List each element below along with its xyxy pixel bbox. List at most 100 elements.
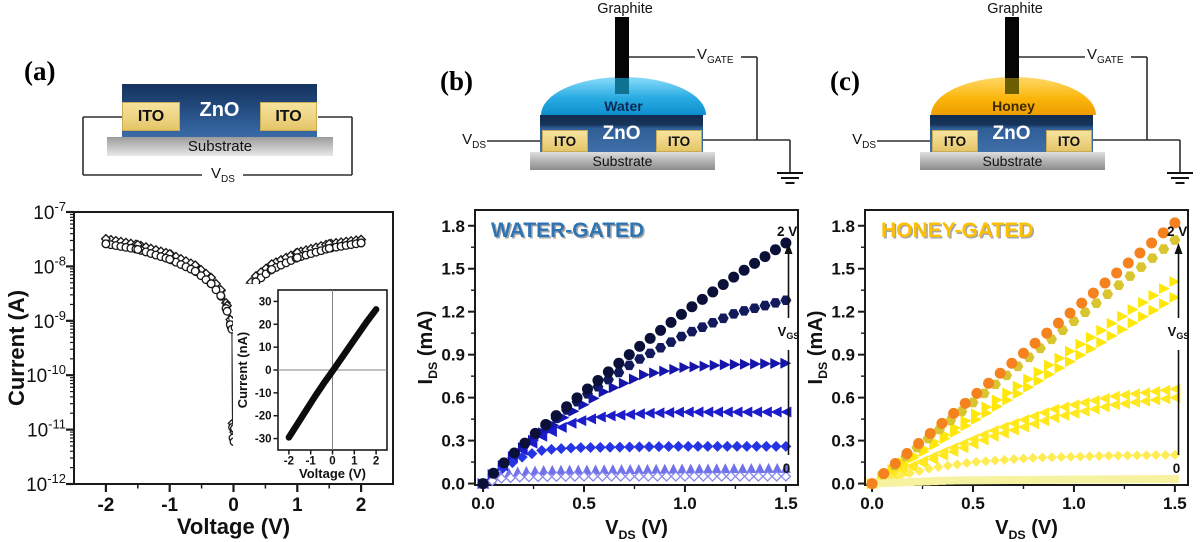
svg-text:1: 1 xyxy=(351,456,358,468)
svg-text:10: 10 xyxy=(259,342,272,354)
honey-label: Honey xyxy=(992,98,1035,114)
svg-text:HONEY-GATED: HONEY-GATED xyxy=(881,219,1033,242)
ito-electrode-left-c: ITO xyxy=(932,130,978,152)
graphite-electrode-b xyxy=(615,17,629,78)
ito-electrode-right-c: ITO xyxy=(1046,130,1092,152)
svg-text:1.0: 1.0 xyxy=(673,494,697,513)
svg-text:2 V: 2 V xyxy=(1167,224,1187,239)
substrate-a: Substrate xyxy=(107,137,333,156)
svg-text:0.5: 0.5 xyxy=(572,494,596,513)
svg-text:10-9: 10-9 xyxy=(33,308,66,333)
vds-label-a: VDS xyxy=(211,165,235,185)
svg-text:VDS (V): VDS (V) xyxy=(605,517,668,542)
graphite-tip-c xyxy=(1005,78,1019,94)
svg-text:0: 0 xyxy=(783,461,791,476)
svg-text:1.8: 1.8 xyxy=(831,217,855,236)
ito-electrode-left-b: ITO xyxy=(542,130,588,152)
svg-text:VGS: VGS xyxy=(778,324,800,341)
substrate-b: Substrate xyxy=(530,152,715,170)
svg-text:1.2: 1.2 xyxy=(441,303,465,322)
panel-b-label: (b) xyxy=(440,66,473,96)
honey-output-series-diamonds-low-vgs xyxy=(867,449,1180,489)
ito-electrode-left-a: ITO xyxy=(122,102,180,131)
honey-output-series-left-triangles-forward xyxy=(866,383,1181,490)
svg-text:30: 30 xyxy=(259,296,272,308)
svg-text:-1: -1 xyxy=(161,495,178,516)
svg-text:-1: -1 xyxy=(306,456,317,468)
svg-text:20: 20 xyxy=(259,319,272,331)
water-label: Water xyxy=(604,98,643,114)
graphite-label-b: Graphite xyxy=(597,1,653,17)
svg-text:10-7: 10-7 xyxy=(33,199,66,224)
svg-text:-20: -20 xyxy=(255,411,272,423)
svg-text:1.5: 1.5 xyxy=(831,260,855,279)
svg-text:VGS: VGS xyxy=(1168,324,1190,341)
honey-output-chart: 0.0 0.5 1.0 1.5 0.0 0.3 0.6 0.9 1.2 1.5 1.8 VDS (V)… xyxy=(805,209,1190,542)
svg-text:1.8: 1.8 xyxy=(441,217,465,236)
svg-text:0.9: 0.9 xyxy=(441,346,465,365)
svg-text:0.5: 0.5 xyxy=(961,494,985,513)
svg-text:Current (nA): Current (nA) xyxy=(235,332,250,409)
svg-text:1.5: 1.5 xyxy=(774,494,798,513)
svg-text:1.0: 1.0 xyxy=(1062,494,1086,513)
inset-series-iv-linear-band xyxy=(285,306,380,441)
svg-text:WATER-GATED: WATER-GATED xyxy=(493,221,646,244)
vds-label-b: VDS xyxy=(462,131,486,151)
svg-text:2: 2 xyxy=(356,495,367,516)
svg-text:-2: -2 xyxy=(97,495,114,516)
honey-output-series-squares-vgs-0V xyxy=(868,474,1179,488)
svg-text:2 V: 2 V xyxy=(777,224,797,239)
substrate-c: Substrate xyxy=(920,152,1105,170)
zno-label: ZnO xyxy=(199,99,240,121)
panel-c-label: (c) xyxy=(830,66,860,96)
ito-electrode-right-b: ITO xyxy=(656,130,702,152)
water-output-series-up-triangles-near-0V xyxy=(478,462,791,489)
device-iv-series-iv-sweep-open-circles xyxy=(101,238,366,447)
graphite-tip-b xyxy=(615,78,629,94)
svg-text:-30: -30 xyxy=(255,434,272,446)
svg-text:0.6: 0.6 xyxy=(831,389,855,408)
svg-text:1: 1 xyxy=(292,495,303,516)
ground-icon xyxy=(1167,172,1193,184)
ito-electrode-right-a: ITO xyxy=(260,102,317,131)
svg-text:HONEY-GATED: HONEY-GATED xyxy=(883,221,1035,244)
water-output-series-right-triangles-mid-vgs xyxy=(477,357,792,490)
svg-text:10-10: 10-10 xyxy=(26,362,66,387)
honey-output-series-right-triangles-forward xyxy=(866,276,1181,490)
honey-output-series-left-triangles-return xyxy=(866,392,1181,490)
svg-text:0.0: 0.0 xyxy=(441,475,465,494)
ground-icon xyxy=(777,172,803,184)
svg-text:0.9: 0.9 xyxy=(831,346,855,365)
honey-output-series-hexagons-high-vgs xyxy=(866,235,1181,489)
svg-text:1.2: 1.2 xyxy=(831,303,855,322)
svg-text:0.0: 0.0 xyxy=(471,494,495,513)
svg-text:0.0: 0.0 xyxy=(860,494,884,513)
vds-label-c: VDS xyxy=(852,131,876,151)
svg-text:0: 0 xyxy=(1173,461,1181,476)
svg-text:2: 2 xyxy=(373,456,379,468)
svg-text:-10: -10 xyxy=(255,388,272,400)
svg-text:Voltage (V): Voltage (V) xyxy=(177,514,290,539)
svg-text:0.3: 0.3 xyxy=(441,432,465,451)
honey-output-series-right-triangles-return xyxy=(866,291,1181,490)
honey-output-series-circles-vgs-2V xyxy=(866,217,1181,490)
water-output-series-left-triangles-mid-vgs xyxy=(477,406,792,490)
svg-text:IDS (mA): IDS (mA) xyxy=(805,311,830,385)
svg-text:1.5: 1.5 xyxy=(441,260,465,279)
graphite-electrode-c xyxy=(1005,17,1019,78)
svg-text:10-11: 10-11 xyxy=(27,417,66,442)
svg-text:10-12: 10-12 xyxy=(26,471,66,496)
svg-text:10-8: 10-8 xyxy=(33,253,66,278)
water-output-series-diamonds-low-vgs xyxy=(477,440,792,490)
svg-text:Voltage (V): Voltage (V) xyxy=(299,466,366,481)
svg-text:0.0: 0.0 xyxy=(831,475,855,494)
vgate-label-b: VGATE xyxy=(697,46,734,66)
svg-text:-2: -2 xyxy=(284,456,294,468)
svg-text:0: 0 xyxy=(228,495,239,516)
svg-text:VDS (V): VDS (V) xyxy=(995,517,1058,542)
svg-text:Current (A): Current (A) xyxy=(4,290,29,406)
svg-text:0: 0 xyxy=(265,365,271,377)
panel-a-label: (a) xyxy=(24,56,56,86)
